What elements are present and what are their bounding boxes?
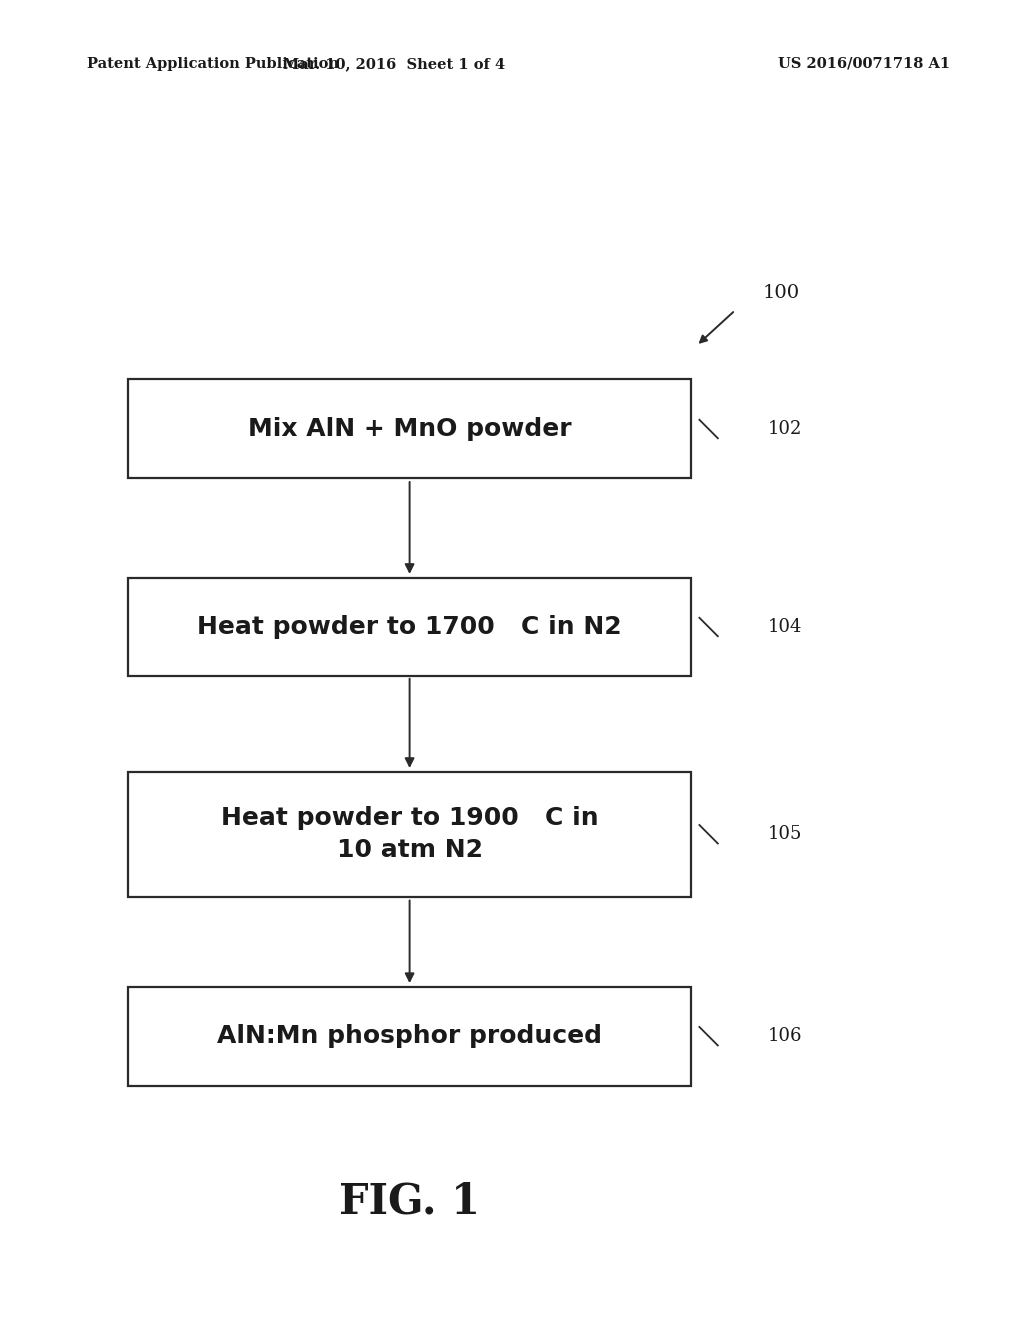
Text: 100: 100 [763,284,800,302]
Text: Heat powder to 1700   C in N2: Heat powder to 1700 C in N2 [198,615,622,639]
Text: FIG. 1: FIG. 1 [339,1180,480,1222]
Text: Mar. 10, 2016  Sheet 1 of 4: Mar. 10, 2016 Sheet 1 of 4 [284,57,505,71]
Bar [128,987,691,1085]
Bar [128,578,691,676]
Text: 104: 104 [768,618,803,636]
Text: 105: 105 [768,825,803,843]
Text: US 2016/0071718 A1: US 2016/0071718 A1 [778,57,950,71]
Text: 102: 102 [768,420,803,438]
Text: 106: 106 [768,1027,803,1045]
Bar [128,380,691,478]
Text: Mix AlN + MnO powder: Mix AlN + MnO powder [248,417,571,441]
Text: Heat powder to 1900   C in
10 atm N2: Heat powder to 1900 C in 10 atm N2 [221,807,598,862]
Text: Patent Application Publication: Patent Application Publication [87,57,339,71]
Text: AlN:Mn phosphor produced: AlN:Mn phosphor produced [217,1024,602,1048]
Bar [128,771,691,898]
